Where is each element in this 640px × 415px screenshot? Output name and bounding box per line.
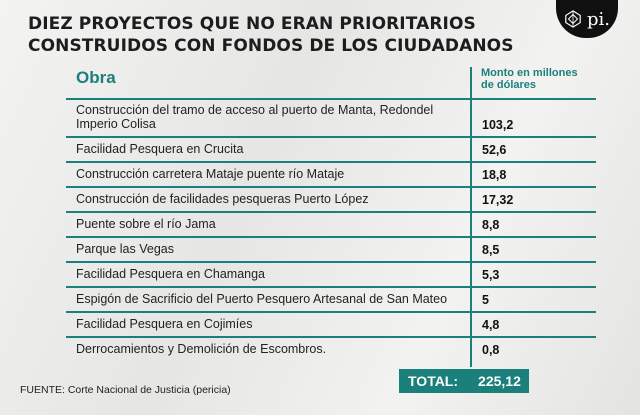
table-row-value: 8,8 xyxy=(482,218,500,232)
table-row-value: 17,32 xyxy=(482,193,514,207)
column-header-monto: Monto en millones de dólares xyxy=(481,67,578,91)
table-row-name: Construcción de facilidades pesqueras Pu… xyxy=(76,192,369,206)
table-row-value: 18,8 xyxy=(482,168,507,182)
row-divider xyxy=(66,236,596,238)
table-row-name: Facilidad Pesquera en Chamanga xyxy=(76,267,266,281)
column-header-obra: Obra xyxy=(76,68,116,87)
table-row-value: 5 xyxy=(482,293,489,307)
row-divider xyxy=(66,286,596,288)
table-row-value: 103,2 xyxy=(482,118,514,132)
table-row-value: 8,5 xyxy=(482,243,500,257)
table-row-value: 4,8 xyxy=(482,318,500,332)
title-line-2: CONSTRUIDOS CON FONDOS DE LOS CIUDADANOS xyxy=(28,36,514,56)
table-row-name: Espigón de Sacrificio del Puerto Pesquer… xyxy=(76,292,448,306)
title-line-1: DIEZ PROYECTOS QUE NO ERAN PRIORITARIOS xyxy=(28,14,476,34)
row-divider xyxy=(66,186,596,188)
table-row-name: Construcción carretera Mataje puente río… xyxy=(76,167,345,181)
row-divider xyxy=(66,261,596,263)
row-divider xyxy=(66,211,596,213)
geometric-emblem-icon xyxy=(565,10,581,28)
table-row-name: Parque las Vegas xyxy=(76,242,174,256)
logo-text: pi. xyxy=(586,8,610,30)
table-row-name: Facilidad Pesquera en Crucita xyxy=(76,142,244,156)
table-row-name: Derrocamientos y Demolición de Escombros… xyxy=(76,342,327,356)
row-divider xyxy=(66,311,596,313)
row-divider xyxy=(66,336,596,338)
table-row-value: 5,3 xyxy=(482,268,500,282)
table-row-name: Facilidad Pesquera en Cojimíes xyxy=(76,317,253,331)
source-note: FUENTE: Corte Nacional de Justicia (peri… xyxy=(20,384,231,396)
total-value: 225,12 xyxy=(478,373,521,389)
row-divider xyxy=(66,136,596,138)
page-title: DIEZ PROYECTOS QUE NO ERAN PRIORITARIOS … xyxy=(28,13,514,57)
total-box: TOTAL: 225,12 xyxy=(399,369,529,393)
table-row-name: Puente sobre el río Jama xyxy=(76,217,216,231)
table-row-value: 0,8 xyxy=(482,343,500,357)
table-row-value: 52,6 xyxy=(482,143,507,157)
pi-logo: pi. xyxy=(556,0,618,38)
column-divider xyxy=(470,67,472,367)
row-divider xyxy=(66,98,596,100)
row-divider xyxy=(66,161,596,163)
table-row-name: Construcción del tramo de acceso al puer… xyxy=(76,103,434,131)
total-label: TOTAL: xyxy=(408,373,459,389)
